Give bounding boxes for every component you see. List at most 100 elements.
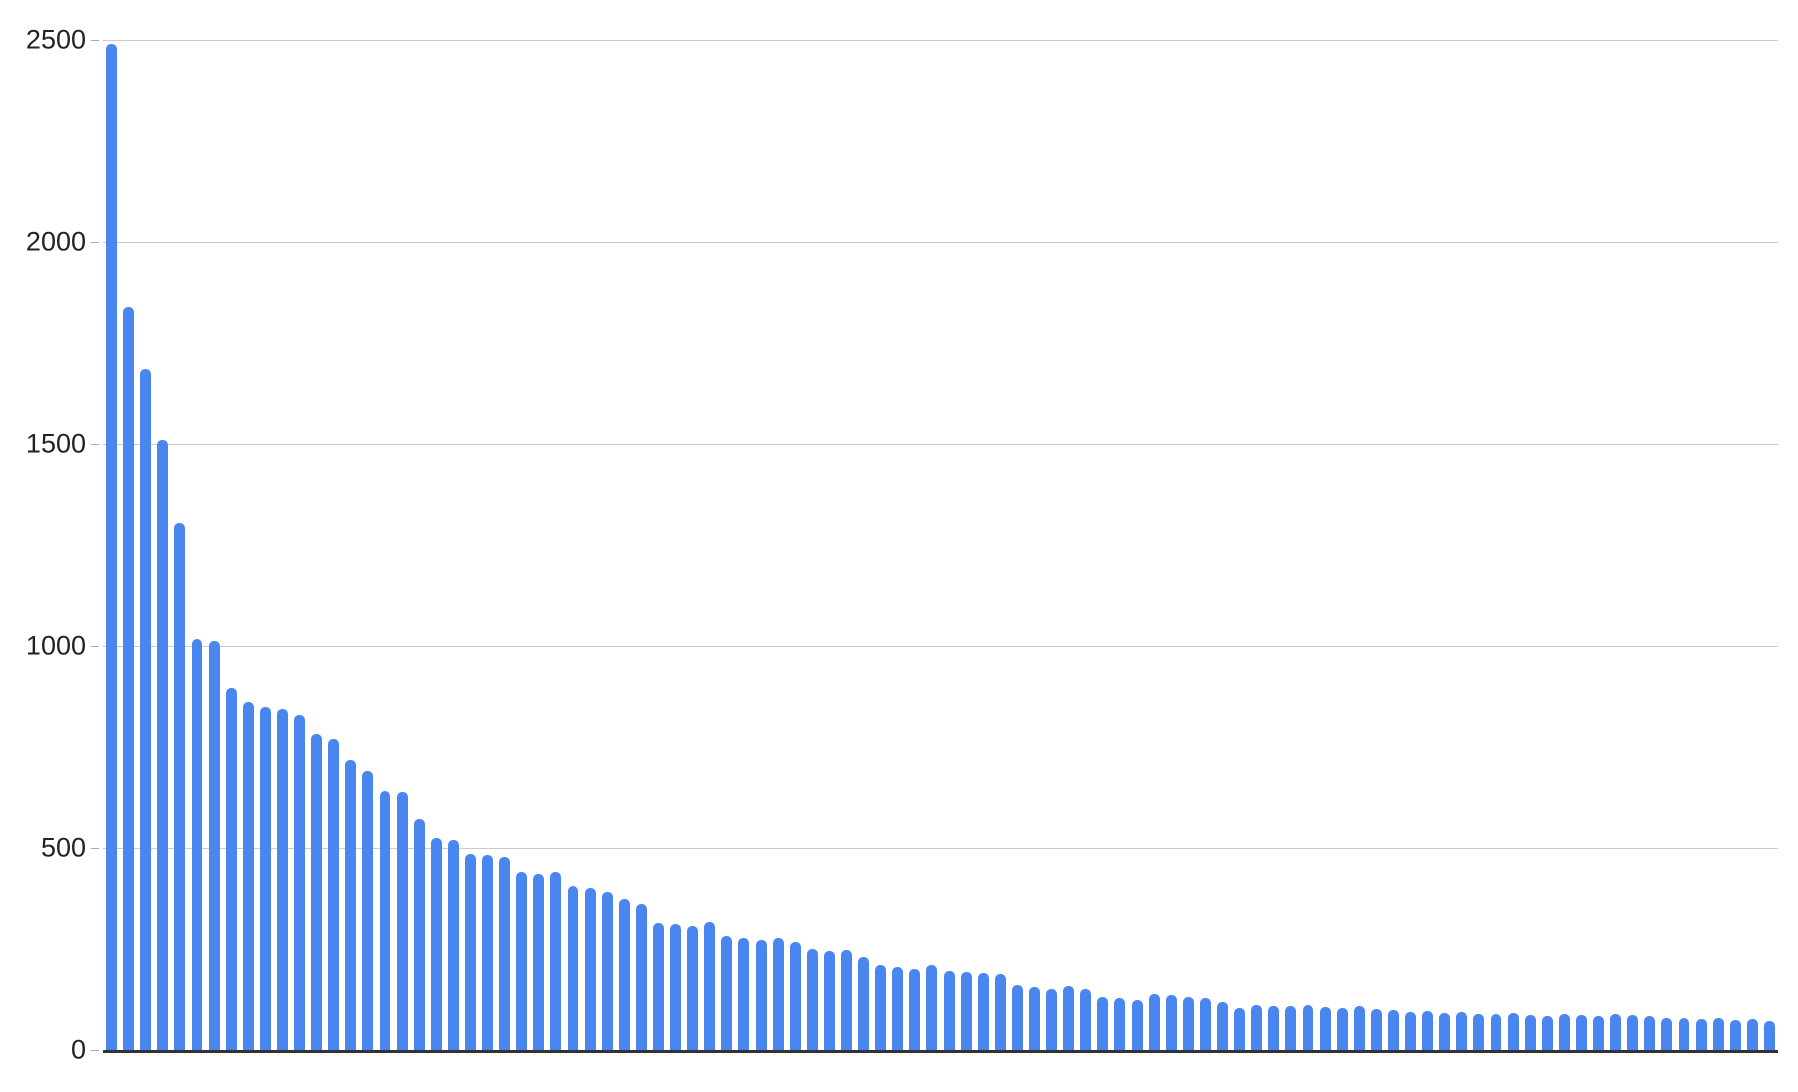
bar[interactable] (1011, 985, 1023, 1050)
bar[interactable] (447, 839, 459, 1050)
bar[interactable] (823, 951, 835, 1050)
bar[interactable] (1131, 999, 1143, 1050)
bar[interactable] (704, 922, 716, 1050)
bar[interactable] (1439, 1012, 1451, 1050)
bar[interactable] (1302, 1004, 1314, 1050)
bar[interactable] (465, 853, 476, 1050)
bar[interactable] (413, 818, 425, 1050)
bar[interactable] (994, 974, 1006, 1050)
bar[interactable] (806, 949, 818, 1050)
bar[interactable] (1029, 987, 1040, 1050)
bar[interactable] (687, 925, 699, 1050)
bar[interactable] (567, 885, 579, 1050)
bar[interactable] (396, 792, 408, 1050)
bar[interactable] (892, 967, 904, 1050)
bar[interactable] (1712, 1017, 1724, 1050)
bar[interactable] (1746, 1019, 1758, 1050)
bar[interactable] (1593, 1016, 1604, 1050)
bar[interactable] (259, 707, 271, 1050)
bar[interactable] (1422, 1011, 1434, 1050)
bar[interactable] (242, 701, 254, 1050)
bar[interactable] (1251, 1004, 1263, 1050)
bar[interactable] (1541, 1016, 1553, 1050)
bar[interactable] (276, 708, 288, 1050)
bar[interactable] (140, 369, 152, 1050)
y-axis-tick (91, 444, 99, 445)
bar[interactable] (909, 969, 921, 1050)
bar[interactable] (943, 970, 955, 1050)
bar[interactable] (738, 938, 750, 1050)
bar[interactable] (430, 838, 442, 1050)
bar[interactable] (1165, 995, 1177, 1050)
bar[interactable] (1575, 1015, 1587, 1050)
bar[interactable] (1678, 1018, 1690, 1050)
bar[interactable] (858, 957, 870, 1050)
bar[interactable] (789, 941, 801, 1050)
bar[interactable] (1114, 998, 1126, 1050)
bar[interactable] (533, 873, 545, 1050)
bar[interactable] (174, 522, 186, 1050)
bar[interactable] (1353, 1006, 1365, 1050)
y-axis-tick (91, 848, 99, 849)
bar[interactable] (1285, 1006, 1297, 1050)
bar[interactable] (499, 856, 511, 1050)
bar[interactable] (841, 949, 852, 1050)
bar[interactable] (1524, 1015, 1536, 1050)
bar[interactable] (379, 791, 391, 1050)
bar[interactable] (875, 965, 887, 1050)
bar[interactable] (1661, 1017, 1673, 1050)
bar[interactable] (1319, 1007, 1331, 1050)
bar[interactable] (225, 688, 237, 1050)
bar[interactable] (1046, 988, 1058, 1050)
bar[interactable] (635, 903, 647, 1050)
bar[interactable] (550, 872, 562, 1050)
bar[interactable] (345, 759, 357, 1050)
bar[interactable] (1610, 1013, 1622, 1050)
bar[interactable] (618, 898, 630, 1050)
bar[interactable] (516, 872, 528, 1050)
bar[interactable] (1199, 998, 1211, 1050)
bar[interactable] (1217, 1002, 1228, 1050)
bar[interactable] (208, 641, 220, 1050)
bar[interactable] (294, 714, 306, 1050)
bar[interactable] (1763, 1020, 1775, 1050)
bar[interactable] (1456, 1012, 1468, 1050)
bar[interactable] (1234, 1007, 1246, 1050)
bar[interactable] (670, 923, 682, 1050)
bar[interactable] (653, 922, 664, 1050)
bar[interactable] (1063, 986, 1075, 1050)
bar[interactable] (1387, 1009, 1399, 1050)
bar[interactable] (755, 940, 767, 1050)
bar[interactable] (721, 936, 733, 1050)
bar[interactable] (584, 888, 596, 1050)
bar[interactable] (772, 937, 784, 1050)
bar[interactable] (362, 771, 374, 1050)
bar[interactable] (1268, 1005, 1280, 1050)
bar[interactable] (1148, 994, 1160, 1050)
bar[interactable] (1695, 1019, 1707, 1050)
bar[interactable] (1729, 1020, 1741, 1050)
bar[interactable] (1097, 997, 1109, 1050)
bar[interactable] (977, 973, 989, 1050)
bar[interactable] (1627, 1015, 1639, 1050)
bar[interactable] (311, 734, 323, 1050)
bar[interactable] (1370, 1008, 1382, 1050)
bar[interactable] (601, 892, 613, 1050)
bar[interactable] (1558, 1014, 1570, 1050)
bar[interactable] (482, 855, 494, 1050)
bar[interactable] (191, 638, 203, 1050)
bar[interactable] (1336, 1007, 1348, 1050)
bar[interactable] (1507, 1012, 1519, 1050)
bar[interactable] (1080, 988, 1092, 1050)
bar[interactable] (926, 965, 938, 1050)
bar[interactable] (1490, 1014, 1502, 1050)
bar[interactable] (328, 738, 340, 1050)
bar[interactable] (123, 307, 135, 1050)
bar[interactable] (157, 439, 169, 1050)
bar[interactable] (106, 44, 117, 1050)
bar[interactable] (1182, 997, 1194, 1050)
bar[interactable] (1644, 1016, 1656, 1050)
bar[interactable] (960, 972, 972, 1050)
bar[interactable] (1473, 1013, 1485, 1050)
bar[interactable] (1405, 1012, 1416, 1050)
